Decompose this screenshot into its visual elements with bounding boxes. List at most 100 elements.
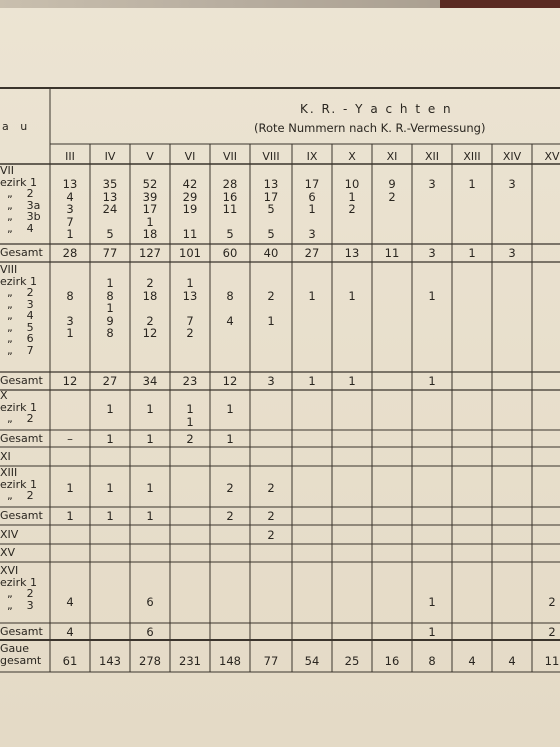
table-cell: 1 13 7 2 [182,276,198,340]
total-cell: 1 [348,374,356,388]
header-title: K. R. - Y a c h t e n [300,102,453,116]
top-edge [0,0,560,8]
table-cell: 13 17 5 5 [263,177,279,241]
total-cell: 13 [344,246,360,260]
table-cell: 1 [308,288,316,303]
column-header-xiv: XIV [502,150,522,163]
table-cell: 52 39 17 1 18 [142,177,158,241]
total-cell: 1 [106,509,114,523]
total-cell: 77 [102,246,118,260]
column-header-xii: XII [424,150,440,163]
table-cell: 2 1 [267,288,275,328]
column-header-xiii: XIII [463,150,481,163]
table-cell: 42 29 19 11 [182,177,198,241]
table-cell: 13 4 3 7 1 [62,177,78,241]
grand-total-cell: 54 [304,654,320,668]
dark-corner [440,0,560,8]
total-cell: 127 [139,246,161,260]
grand-total-cell: 11 [544,654,560,668]
table-cell: 28 16 11 5 [222,177,238,241]
gau-x-labels: X ezirk 1 „ 2 [0,389,37,425]
column-header-iv: IV [104,150,116,163]
total-cell: 40 [263,246,279,260]
grand-total-cell: 4 [508,654,516,668]
table-cell: 9 2 [388,177,396,204]
table-cell: 17 6 1 3 [304,177,320,241]
column-header-viii: VIII [262,150,280,163]
gau-viii-labels: VIII ezirk 1 „ 2 „ 3 „ 4 „ 5 „ 6 „ 7 [0,263,37,357]
table-cell: 1 1 [186,402,194,429]
table-cell: 1 [428,288,436,303]
grand-total-cell: 8 [428,654,436,668]
table-cell: 6 [146,595,154,609]
table-cell: 1 [146,402,154,416]
header-subtitle: (Rote Nummern nach K. R.-Vermessung) [254,121,486,135]
total-cell: 2 [186,432,194,446]
table-cell: 1 [66,481,74,495]
gau-xiv-label: XIV [0,528,19,541]
total-cell: 12 [62,374,78,388]
gau-xiii-labels: XIII ezirk 1 „ 2 [0,466,37,502]
total-cell: 1 [106,432,114,446]
total-cell: 1 [146,432,154,446]
table-cell: 3 [508,177,516,191]
column-header-xv: XV [544,150,560,163]
gau-xvi-total-label: Gesamt [0,625,43,638]
total-cell: 4 [66,625,74,639]
table-cell: 8 4 [226,288,234,328]
table-cell: 1 [106,402,114,416]
table-cell: 35 13 24 5 [102,177,118,241]
grand-total-cell: 278 [139,654,161,668]
column-header-vi: VI [184,150,196,163]
gau-viii-total-label: Gesamt [0,374,43,387]
total-cell: 101 [179,246,201,260]
grand-total-cell: 77 [263,654,279,668]
total-cell: 6 [146,625,154,639]
total-cell: – [67,432,73,446]
total-cell: 2 [548,625,556,639]
grand-total-cell: 231 [179,654,201,668]
gau-label: a u [2,120,32,133]
gau-xvi-labels: XVI ezirk 1 „ 2 „ 3 [0,564,37,612]
grand-total-cell: 25 [344,654,360,668]
total-cell: 27 [304,246,320,260]
table-cell: 1 [468,177,476,191]
column-header-x: X [348,150,356,163]
grand-total-cell: 143 [99,654,121,668]
total-cell: 3 [267,374,275,388]
table-cell: 1 [106,481,114,495]
total-cell: 1 [468,246,476,260]
total-cell: 3 [508,246,516,260]
gau-xiii-total-label: Gesamt [0,509,43,522]
table-cell: 4 [66,595,74,609]
grand-total-cell: 61 [62,654,78,668]
column-header-v: V [146,150,154,163]
gau-vii-total-label: Gesamt [0,246,43,259]
gau-vii-labels: VII ezirk 1 „ 2 „ 3a „ 3b „ 4 [0,164,41,235]
table-cell: 2 [267,481,275,495]
total-cell: 12 [222,374,238,388]
table-cell: 1 8 1 9 8 [106,276,114,340]
total-cell: 23 [182,374,198,388]
table-cell: 2 [548,595,556,609]
total-cell: 1 [428,374,436,388]
grand-total-cell: 16 [384,654,400,668]
table-cell: 10 1 2 [344,177,360,216]
total-cell: 1 [428,625,436,639]
total-cell: 1 [226,432,234,446]
table-cell: 1 [348,288,356,303]
column-header-iii: III [65,150,75,163]
column-header-vii: VII [222,150,237,163]
gau-xi-label: XI [0,450,11,463]
table-cell: 1 [428,595,436,609]
table-cell: 2 [267,528,275,542]
total-cell: 27 [102,374,118,388]
column-header-ix: IX [306,150,318,163]
grand-total-cell: 4 [468,654,476,668]
table-cell: 2 18 2 12 [142,276,158,340]
total-cell: 34 [142,374,158,388]
table-cell: 1 [146,481,154,495]
total-cell: 2 [267,509,275,523]
table-cell: 8 3 1 [66,288,74,340]
